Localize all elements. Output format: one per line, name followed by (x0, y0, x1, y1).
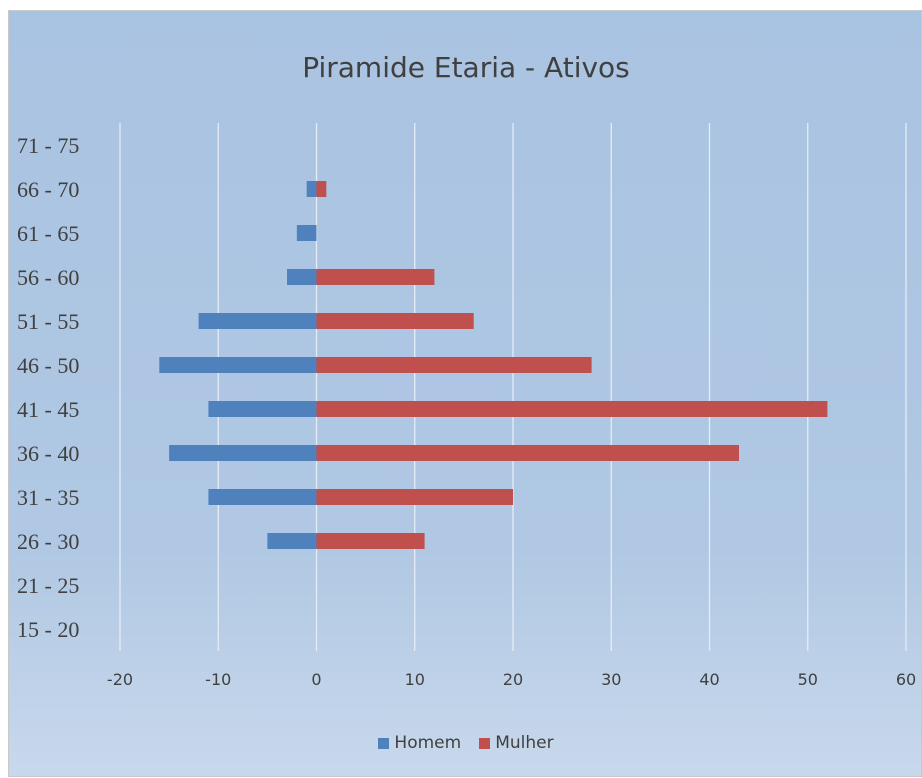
category-label: 36 - 40 (17, 441, 79, 466)
legend-swatch-mulher (479, 737, 491, 749)
x-tick-label: 60 (896, 670, 916, 689)
legend-item-homem: Homem (378, 733, 461, 753)
category-label: 21 - 25 (17, 573, 79, 598)
bar-mulher (316, 489, 513, 505)
x-tick-label: 30 (601, 670, 621, 689)
category-label: 51 - 55 (17, 309, 79, 334)
bar-homem (267, 533, 317, 549)
category-label: 61 - 65 (17, 221, 79, 246)
bar-homem (198, 313, 317, 329)
bar-mulher (316, 269, 435, 285)
x-tick-label: 10 (405, 670, 425, 689)
bar-mulher (316, 181, 327, 197)
bar-homem (296, 225, 317, 241)
bar-mulher (316, 313, 474, 329)
plot-area: -20 -10 0 10 20 30 40 50 60 15 - 20 21 - 25 26 - 30… (17, 123, 916, 689)
bar-mulher (316, 533, 425, 549)
bar-mulher (316, 401, 828, 417)
legend-item-mulher: Mulher (479, 733, 554, 753)
legend-label-homem: Homem (394, 733, 462, 753)
bar-homem (287, 269, 317, 285)
category-label: 31 - 35 (17, 485, 79, 510)
chart-title: Piramide Etaria - Ativos (302, 51, 630, 84)
chart-area: Piramide Etaria - Ativos -20 -10 0 10 20 30 40… (8, 10, 922, 777)
category-label: 56 - 60 (17, 265, 79, 290)
category-label: 41 - 45 (17, 397, 79, 422)
category-label: 71 - 75 (17, 133, 79, 158)
bar-homem (208, 401, 317, 417)
x-tick-label: 0 (311, 670, 321, 689)
x-tick-label: 20 (503, 670, 523, 689)
x-tick-label: -10 (205, 670, 231, 689)
category-label: 15 - 20 (17, 617, 79, 642)
x-tick-label: 40 (699, 670, 719, 689)
bar-mulher (316, 445, 739, 461)
category-label: 26 - 30 (17, 529, 79, 554)
bar-mulher (316, 357, 592, 373)
x-tick-label: 50 (798, 670, 818, 689)
category-label: 46 - 50 (17, 353, 79, 378)
bar-homem (159, 357, 317, 373)
legend: Homem Mulher (9, 733, 922, 753)
category-label: 66 - 70 (17, 177, 79, 202)
bar-homem (306, 181, 317, 197)
x-tick-label: -20 (107, 670, 133, 689)
bar-homem (169, 445, 317, 461)
bar-homem (208, 489, 317, 505)
legend-label-mulher: Mulher (495, 733, 554, 753)
legend-swatch-homem (378, 737, 390, 749)
